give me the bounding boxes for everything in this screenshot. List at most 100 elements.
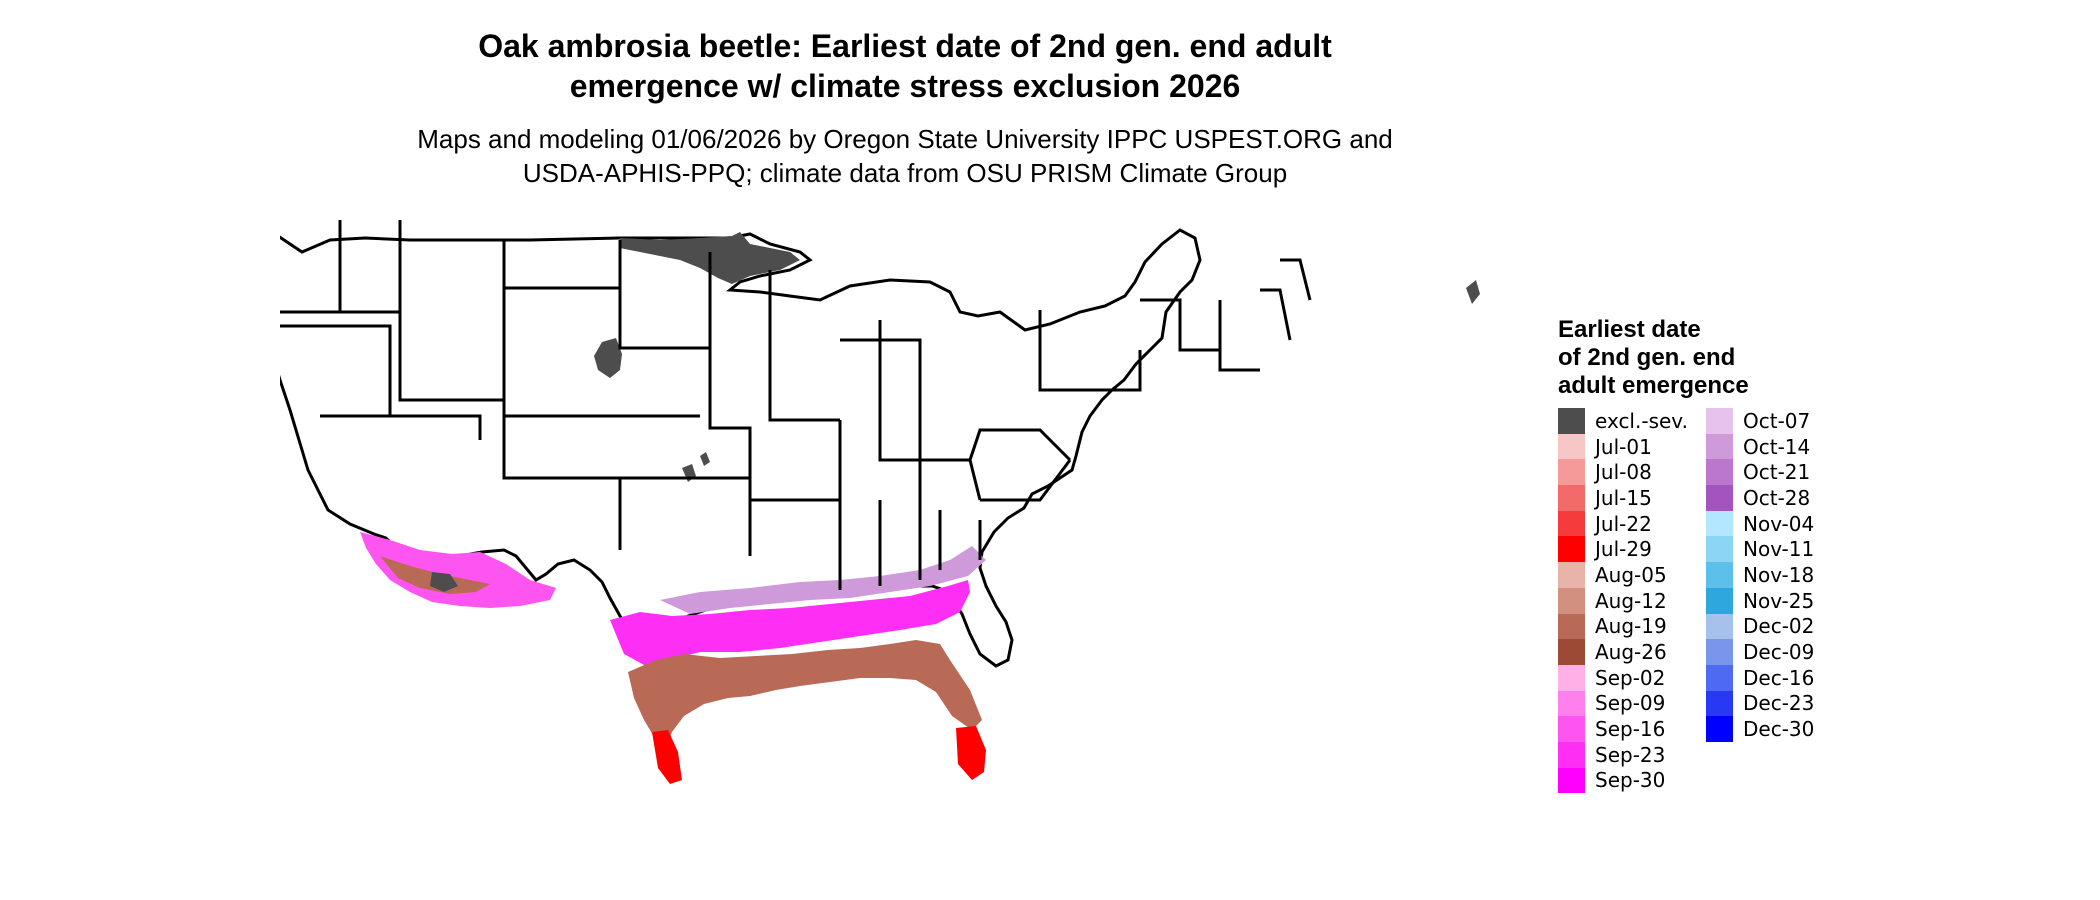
map-title: Oak ambrosia beetle: Earliest date of 2n…: [0, 26, 1810, 106]
legend-label: Aug-26: [1595, 640, 1667, 665]
legend-item: Dec-16: [1706, 664, 1815, 691]
legend-item: Sep-02: [1558, 664, 1688, 691]
legend-item: Aug-12: [1558, 587, 1688, 614]
legend-swatch: [1558, 536, 1585, 563]
legend-label: Nov-04: [1743, 511, 1815, 536]
legend-item: Aug-26: [1558, 639, 1688, 665]
legend-item: Jul-08: [1558, 459, 1688, 486]
legend-label: Dec-02: [1743, 614, 1815, 639]
legend-item: Nov-04: [1706, 510, 1815, 537]
legend-swatch: [1558, 690, 1585, 717]
legend-swatch: [1706, 536, 1733, 563]
legend-label: Dec-09: [1743, 640, 1815, 665]
map-subtitle-line-1: Maps and modeling 01/06/2026 by Oregon S…: [417, 124, 1393, 154]
excluded-region-maine: [1466, 280, 1480, 304]
legend-swatch: [1706, 408, 1733, 434]
map-subtitle-line-2: USDA-APHIS-PPQ; climate data from OSU PR…: [522, 158, 1288, 188]
emergence-band-south-oct: [660, 546, 986, 614]
legend-column-1: excl.-sev. Jul-01 Jul-08 Jul-15 Jul-22 Jul-29…: [1558, 408, 1688, 794]
legend-label: Dec-16: [1743, 665, 1815, 690]
legend-swatch: [1706, 613, 1733, 640]
legend-item: Jul-22: [1558, 510, 1688, 537]
excluded-region-colorado: [682, 452, 710, 482]
legend-label: Jul-29: [1595, 537, 1652, 562]
legend-title: Earliest date of 2nd gen. end adult emer…: [1558, 316, 1818, 400]
emergence-band-south-sep: [610, 580, 970, 666]
legend-swatch: [1706, 433, 1733, 460]
legend-swatch: [1706, 587, 1733, 614]
legend-label: Nov-25: [1743, 588, 1815, 613]
legend-label: Sep-16: [1595, 717, 1666, 742]
legend-swatch: [1706, 485, 1733, 511]
legend-label: Nov-18: [1743, 562, 1815, 587]
map-title-line-1: Oak ambrosia beetle: Earliest date of 2n…: [478, 28, 1332, 64]
legend-swatch: [1558, 562, 1585, 588]
legend-swatch: [1706, 716, 1733, 742]
legend-title-line-3: adult emergence: [1558, 372, 1749, 399]
legend-item: Sep-16: [1558, 716, 1688, 742]
legend-label: Jul-08: [1595, 460, 1652, 485]
legend-swatch: [1558, 510, 1585, 537]
map-title-line-2: emergence w/ climate stress exclusion 20…: [569, 68, 1241, 104]
legend-item: Oct-21: [1706, 459, 1814, 486]
legend-swatch: [1558, 741, 1585, 768]
legend-label: Jul-22: [1595, 511, 1652, 536]
legend-item: Nov-25: [1706, 587, 1815, 614]
legend-label: Sep-09: [1595, 691, 1666, 716]
excluded-region-arizona: [430, 572, 458, 592]
legend-swatch: [1558, 767, 1585, 794]
map-subtitle: Maps and modeling 01/06/2026 by Oregon S…: [0, 122, 1810, 190]
legend-label: Aug-05: [1595, 562, 1667, 587]
legend-item: Oct-14: [1706, 433, 1814, 460]
legend-item: excl.-sev.: [1558, 408, 1688, 434]
conus-map: [280, 220, 1480, 784]
legend-label: Dec-30: [1743, 717, 1815, 742]
legend-swatch: [1558, 639, 1585, 665]
legend-swatch: [1558, 613, 1585, 640]
legend-label: Sep-02: [1595, 665, 1666, 690]
legend-item: Dec-30: [1706, 716, 1814, 742]
legend-item: Nov-11: [1706, 536, 1814, 563]
legend-item: Aug-05: [1558, 562, 1688, 588]
legend-label: Oct-14: [1743, 434, 1811, 459]
legend-swatch: [1706, 690, 1733, 717]
legend-item: Sep-09: [1558, 690, 1688, 717]
legend-swatch: [1558, 408, 1585, 434]
legend-item: Sep-23: [1558, 741, 1688, 768]
legend-label: Aug-19: [1595, 614, 1667, 639]
legend-item: Jul-01: [1558, 433, 1688, 460]
legend-item: Jul-15: [1558, 485, 1688, 511]
legend-item: Dec-23: [1706, 690, 1815, 717]
legend-swatch: [1558, 587, 1585, 614]
legend-label: Jul-01: [1595, 434, 1652, 459]
emergence-band-southwest-sep: [360, 532, 556, 608]
legend-label: Aug-12: [1595, 588, 1667, 613]
legend-swatch: [1558, 433, 1585, 460]
legend-swatch: [1558, 485, 1585, 511]
legend-item: Dec-09: [1706, 639, 1814, 665]
legend-title-line-2: of 2nd gen. end: [1558, 344, 1736, 371]
legend-column-2: Oct-07 Oct-14 Oct-21 Oct-28 Nov-04 Nov-11 Nov-…: [1706, 408, 1814, 742]
legend-label: Sep-23: [1595, 742, 1666, 767]
legend-item: Sep-30: [1558, 767, 1688, 794]
legend-label: Dec-23: [1743, 691, 1815, 716]
legend-item: Nov-18: [1706, 562, 1814, 588]
legend-item: Jul-29: [1558, 536, 1688, 563]
legend-item: Dec-02: [1706, 613, 1815, 640]
legend-label: Jul-15: [1595, 485, 1652, 510]
legend-label: Sep-30: [1595, 768, 1666, 793]
state-borders: [280, 220, 1312, 590]
excluded-region-wyoming: [594, 338, 622, 378]
legend-swatch: [1706, 639, 1733, 665]
emergence-region-south-texas-jul: [652, 730, 682, 784]
legend-label: excl.-sev.: [1595, 408, 1688, 433]
emergence-region-south-florida-jul: [956, 726, 986, 780]
legend-swatch: [1706, 664, 1733, 691]
legend-title-line-1: Earliest date: [1558, 316, 1701, 343]
emergence-band-gulf-aug: [628, 640, 982, 748]
legend-swatch: [1706, 510, 1733, 537]
legend-swatch: [1558, 459, 1585, 486]
legend-item: Aug-19: [1558, 613, 1688, 640]
legend-swatch: [1558, 664, 1585, 691]
legend-label: Oct-07: [1743, 408, 1811, 433]
